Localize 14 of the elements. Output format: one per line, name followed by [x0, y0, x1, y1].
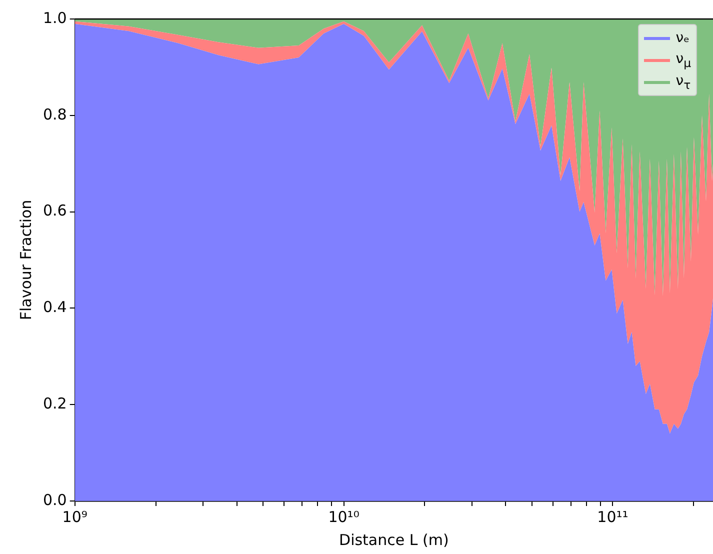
y-axis-title: Flavour Fraction [16, 200, 35, 320]
x-tick-label: 10¹⁰ [328, 508, 360, 526]
y-tick-label: 0.0 [42, 490, 67, 509]
y-tick-label: 0.2 [42, 394, 67, 412]
legend-label: νₑ [676, 30, 690, 46]
y-tick-label: 0.4 [42, 298, 67, 316]
legend-label: ν$_{μ}$ [676, 50, 691, 70]
x-axis-title: Distance L (m) [339, 530, 449, 549]
x-tick-label: 10⁹ [62, 508, 88, 526]
y-tick-label: 0.6 [42, 202, 67, 220]
x-tick-label: 10¹¹ [597, 508, 628, 526]
series-label: ν$_{τ}$ [676, 72, 691, 92]
y-tick-label: 1.0 [42, 8, 67, 27]
y-tick-label: 0.8 [42, 105, 67, 124]
